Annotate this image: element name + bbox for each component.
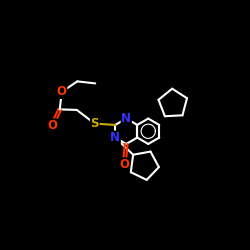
Text: O: O bbox=[119, 158, 129, 171]
Text: N: N bbox=[110, 131, 120, 144]
Text: O: O bbox=[47, 119, 57, 132]
Text: O: O bbox=[57, 86, 67, 98]
Text: N: N bbox=[121, 112, 131, 125]
Text: S: S bbox=[90, 117, 99, 130]
